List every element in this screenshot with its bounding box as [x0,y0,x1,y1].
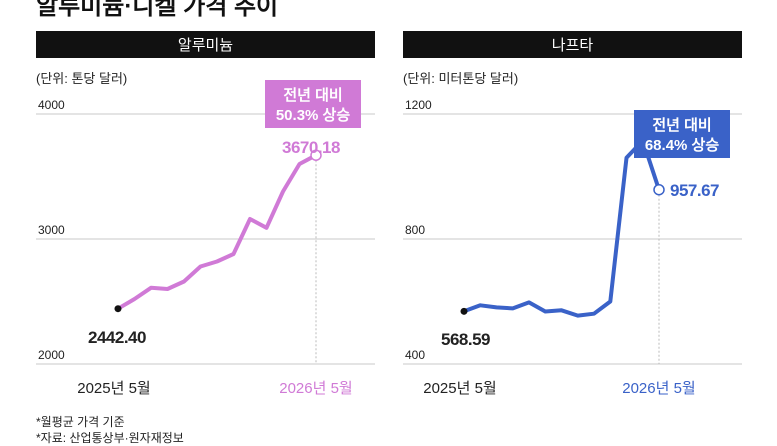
naphtha-x-tick-label-start: 2025년 5월 [423,380,496,397]
naphtha-callout-box [634,110,730,158]
aluminum-start-point [114,305,122,313]
naphtha-chart-title: 나프타 [551,37,594,54]
aluminum-panel-header: 알루미늄 [36,31,375,58]
naphtha-start-point [460,307,468,315]
naphtha-y-tick-label: 1200 [405,98,432,112]
naphtha-series-line [462,138,661,318]
aluminum-callout-line1: 전년 대비 [283,87,342,104]
naphtha-x-tick-label-end: 2026년 5월 [622,380,695,397]
aluminum-x-tick-label-end: 2026년 5월 [279,380,352,397]
aluminum-callout-box [265,80,361,128]
aluminum-start-value-label: 2442.40 [88,328,146,347]
aluminum-series-line [116,153,318,311]
aluminum-unit-label: (단위: 톤당 달러) [36,71,128,86]
aluminum-end-point [310,149,322,161]
aluminum-y-tick-label: 4000 [38,98,65,112]
aluminum-y-tick-label: 3000 [38,223,65,237]
naphtha-end-point [653,183,665,196]
note-average: *월평균 가격 기준 [36,415,125,429]
naphtha-panel-header: 나프타 [403,31,742,58]
aluminum-x-tick-label-start: 2025년 5월 [77,380,150,397]
aluminum-y-tick-label: 2000 [38,348,65,362]
naphtha-unit-label: (단위: 미터톤당 달러) [403,71,519,86]
naphtha-start-value-label: 568.59 [441,330,490,349]
naphtha-callout-line2: 68.4% 상승 [645,137,719,154]
naphtha-callout-line1: 전년 대비 [652,117,711,134]
naphtha-end-value-label: 957.67 [670,181,719,200]
note-source: *자료: 산업통상부·원자재정보 [36,431,184,445]
aluminum-callout-line2: 50.3% 상승 [276,107,350,124]
aluminum-chart-title: 알루미늄 [177,37,234,54]
charts-canvas: 2000 3000 4000 2442.40 3670.18 전년 대비 50.3% 상승 2… [36,80,742,397]
naphtha-y-tick-label: 400 [405,348,425,362]
aluminum-end-value-label: 3670.18 [282,138,340,157]
page-title: 알루미늄·니켈 가격 추이 [36,0,279,20]
naphtha-y-tick-label: 800 [405,223,425,237]
